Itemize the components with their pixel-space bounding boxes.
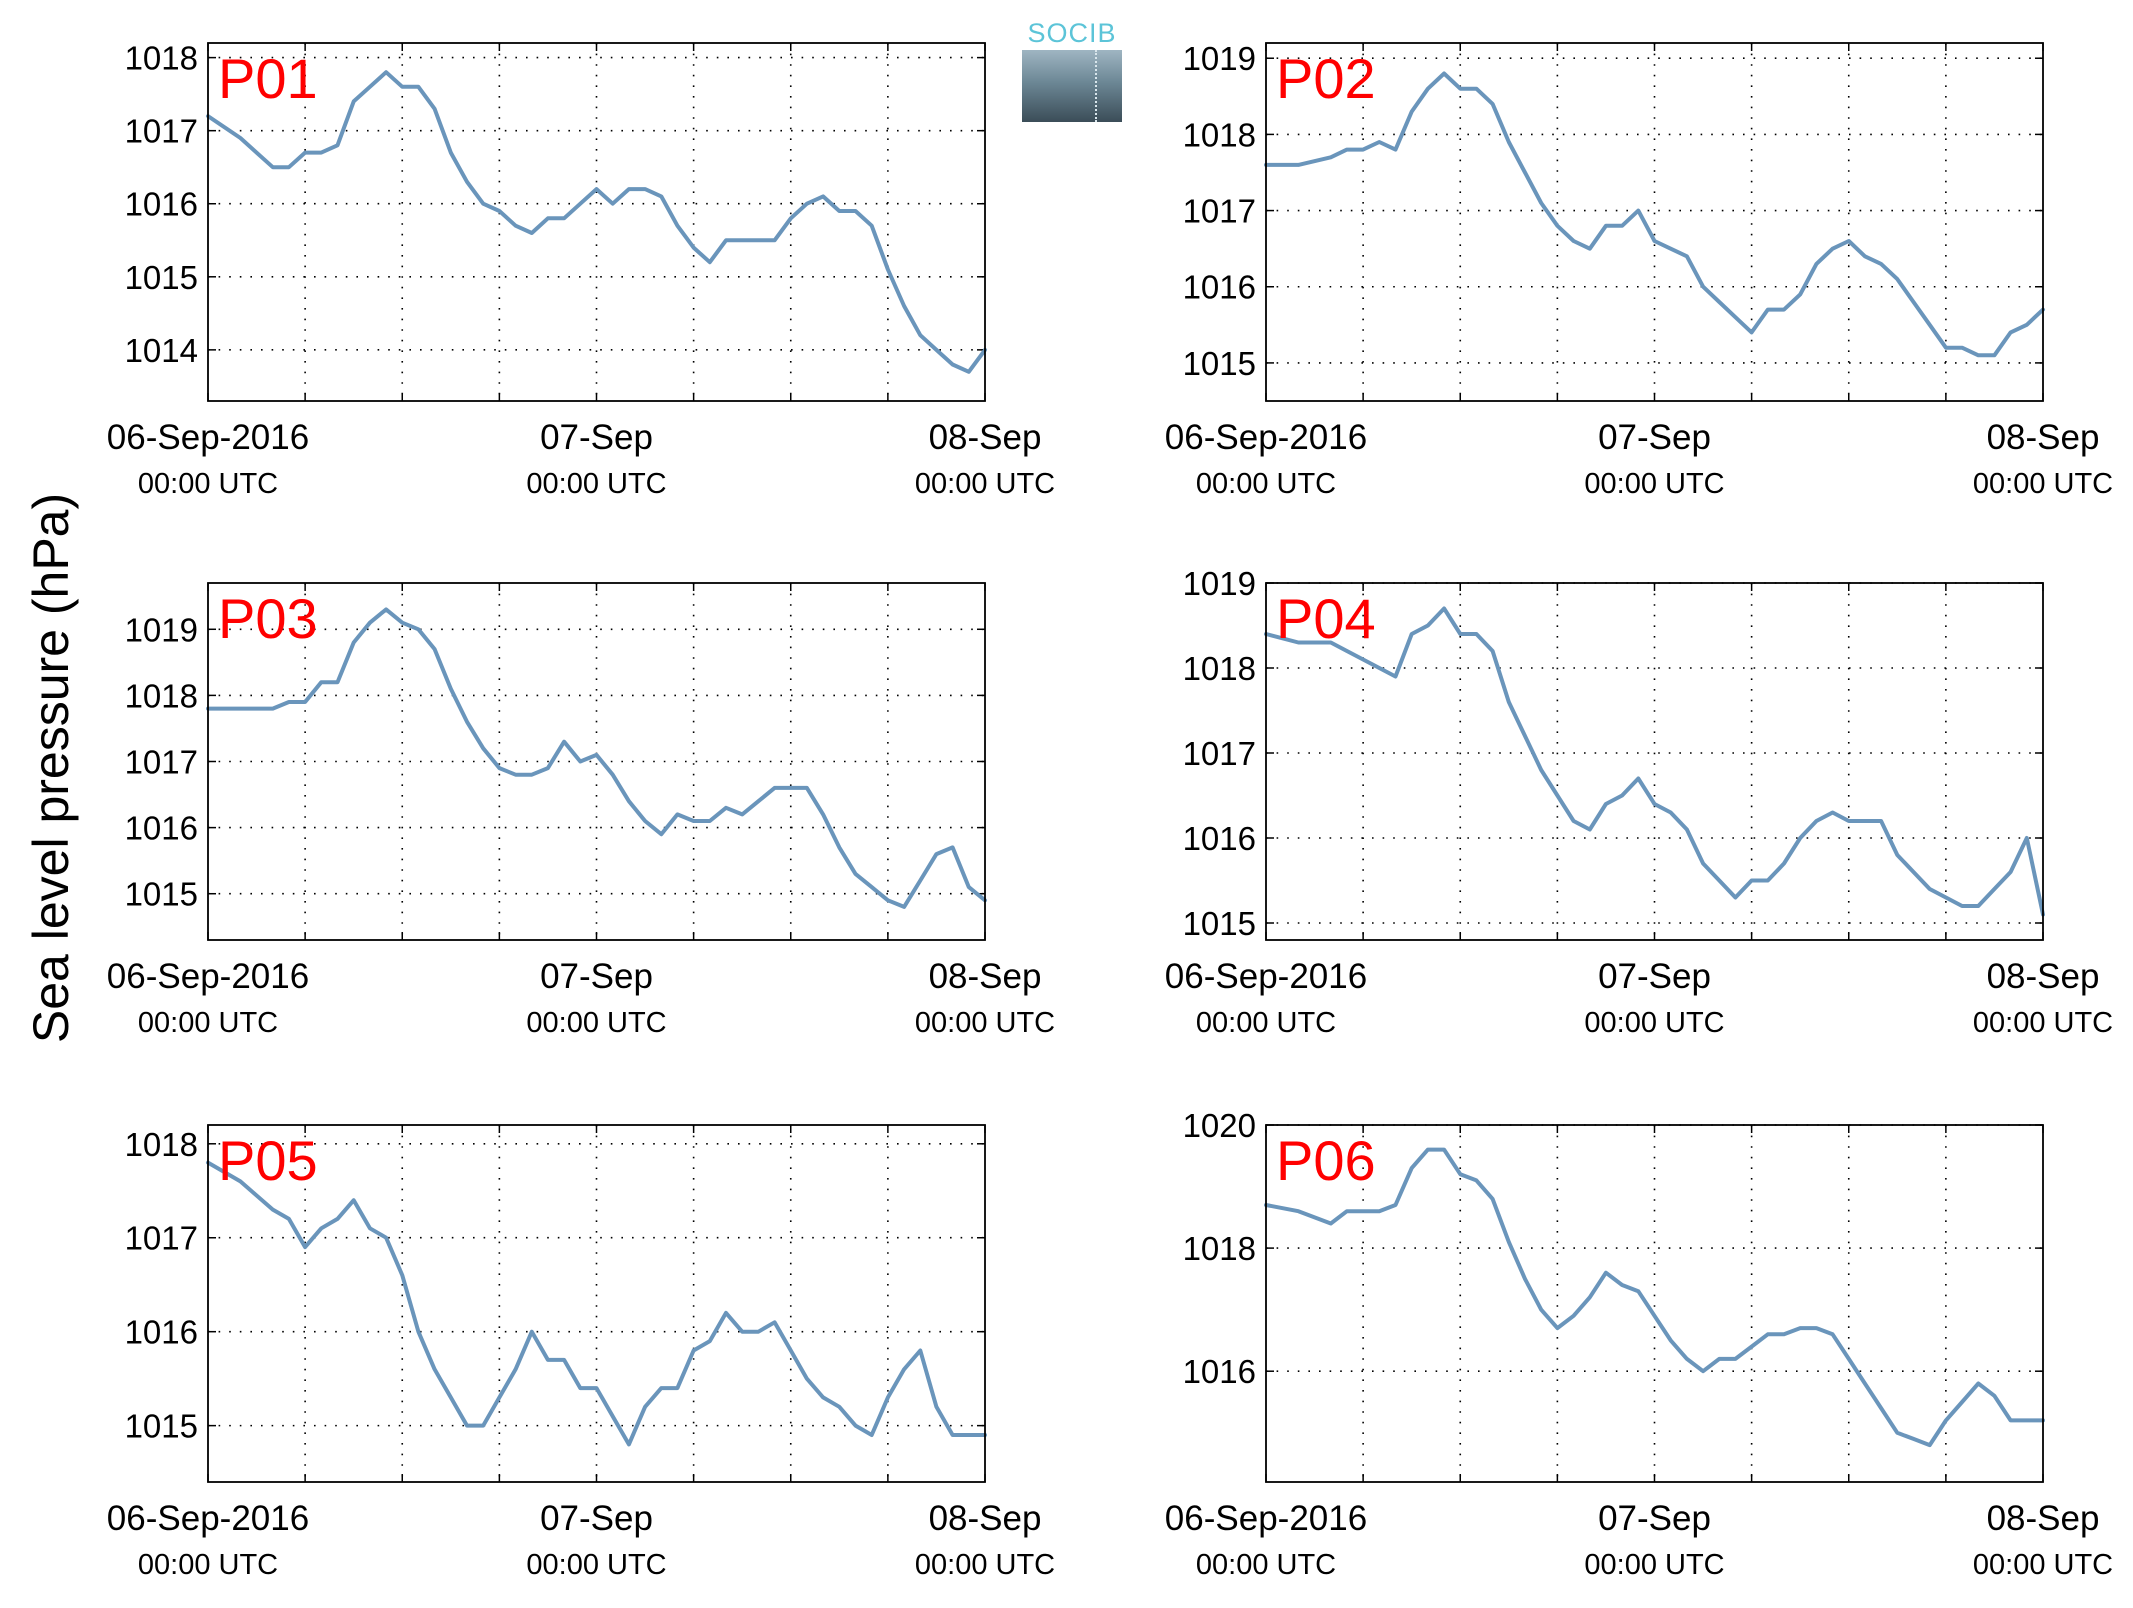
x-tick-label-date: 07-Sep: [1598, 957, 1711, 996]
y-tick-label: 1018: [1183, 1230, 1256, 1267]
socib-logo-mark: [1022, 50, 1122, 122]
y-tick-label: 1017: [125, 113, 198, 150]
x-tick-label-time: 00:00 UTC: [1584, 1007, 1724, 1039]
x-tick-label-time: 00:00 UTC: [915, 1007, 1055, 1039]
panel-label: P06: [1276, 1129, 1376, 1192]
x-tick-label-time: 00:00 UTC: [138, 1549, 278, 1581]
x-tick-label-time: 00:00 UTC: [1196, 1007, 1336, 1039]
x-tick-label-date: 07-Sep: [540, 418, 653, 457]
y-tick-label: 1017: [125, 744, 198, 781]
panel-p06: 1016 1018 1020 06-Sep-2016 00:00 UTC 07-Sep 00…: [1165, 1107, 2113, 1581]
x-tick-label-date: 06-Sep-2016: [107, 418, 309, 457]
panel-label: P05: [218, 1129, 318, 1192]
x-tick-label-date: 07-Sep: [540, 1499, 653, 1538]
panel-label: P03: [218, 587, 318, 650]
y-tick-label: 1016: [1183, 1353, 1256, 1390]
socib-logo: SOCIB: [1022, 16, 1122, 122]
series-line: [206, 70, 987, 374]
panel-p03: 1015 1016 1017 1018 1019 06-Sep-2016 00:00 UTC…: [107, 582, 1055, 1039]
socib-logo-dots: [1095, 50, 1097, 122]
y-tick-label: 1016: [125, 810, 198, 847]
x-tick-label-time: 00:00 UTC: [138, 468, 278, 500]
x-tick-label-time: 00:00 UTC: [138, 1007, 278, 1039]
panel-p04: 1015 1016 1017 1018 1019 06-Sep-2016 00:00 UTC…: [1165, 565, 2113, 1039]
series-line: [1264, 71, 2045, 358]
panel-label: P01: [218, 47, 318, 110]
x-tick-label-time: 00:00 UTC: [915, 1549, 1055, 1581]
y-axis-label: Sea level pressure (hPa): [23, 493, 79, 1043]
y-tick-label: 1018: [125, 677, 198, 714]
x-tick-label-time: 00:00 UTC: [1196, 468, 1336, 500]
x-tick-label-date: 06-Sep-2016: [1165, 418, 1367, 457]
axes-frame: [1265, 1124, 2044, 1483]
x-tick-label-date: 07-Sep: [1598, 1499, 1711, 1538]
x-tick-label-time: 00:00 UTC: [1973, 1007, 2113, 1039]
series-line: [1264, 606, 2045, 917]
y-tick-label: 1017: [1183, 193, 1256, 230]
x-tick-label-date: 08-Sep: [929, 418, 1042, 457]
axes-frame: [1265, 582, 2044, 941]
y-tick-label: 1019: [1183, 40, 1256, 77]
y-tick-label: 1016: [125, 186, 198, 223]
y-tick-label: 1020: [1183, 1107, 1256, 1144]
y-tick-label: 1014: [125, 332, 198, 369]
x-tick-label-time: 00:00 UTC: [526, 468, 666, 500]
x-tick-label-date: 06-Sep-2016: [107, 957, 309, 996]
x-tick-label-time: 00:00 UTC: [1973, 1549, 2113, 1581]
x-tick-label-time: 00:00 UTC: [915, 468, 1055, 500]
x-tick-label-date: 06-Sep-2016: [1165, 957, 1367, 996]
axes-frame: [1265, 42, 2044, 402]
x-tick-label-time: 00:00 UTC: [1973, 468, 2113, 500]
axes-frame: [207, 582, 986, 941]
x-tick-label-date: 06-Sep-2016: [1165, 1499, 1367, 1538]
panel-p02: 1015 1016 1017 1018 1019 06-Sep-2016 00:00 UTC…: [1165, 40, 2113, 500]
x-tick-label-time: 00:00 UTC: [1584, 1549, 1724, 1581]
y-tick-label: 1016: [125, 1314, 198, 1351]
series-line: [1264, 1147, 2045, 1448]
x-tick-label-time: 00:00 UTC: [1584, 468, 1724, 500]
x-tick-label-date: 08-Sep: [929, 957, 1042, 996]
y-tick-label: 1016: [1183, 820, 1256, 857]
x-tick-label-date: 07-Sep: [1598, 418, 1711, 457]
x-tick-label-time: 00:00 UTC: [526, 1549, 666, 1581]
y-tick-label: 1019: [125, 611, 198, 648]
axes-frame: [207, 1124, 986, 1483]
y-tick-label: 1017: [1183, 735, 1256, 772]
axes-frame: [207, 42, 986, 402]
x-tick-label-date: 08-Sep: [929, 1499, 1042, 1538]
y-tick-label: 1018: [125, 40, 198, 77]
y-tick-label: 1018: [125, 1126, 198, 1163]
x-tick-label-date: 08-Sep: [1987, 1499, 2100, 1538]
y-tick-label: 1015: [125, 876, 198, 913]
panel-p05: 1015 1016 1017 1018 06-Sep-2016 00:00 UTC 07-S…: [107, 1124, 1055, 1581]
series-line: [206, 607, 987, 909]
y-tick-label: 1015: [125, 259, 198, 296]
y-tick-label: 1019: [1183, 565, 1256, 602]
x-tick-label-date: 07-Sep: [540, 957, 653, 996]
y-tick-label: 1018: [1183, 650, 1256, 687]
panel-label: P04: [1276, 587, 1376, 650]
series-line: [206, 1160, 987, 1447]
socib-logo-text: SOCIB: [1027, 18, 1117, 48]
x-tick-label-date: 08-Sep: [1987, 418, 2100, 457]
y-tick-label: 1017: [125, 1220, 198, 1257]
y-tick-label: 1015: [1183, 345, 1256, 382]
y-tick-label: 1016: [1183, 269, 1256, 306]
panel-label: P02: [1276, 47, 1376, 110]
x-tick-label-time: 00:00 UTC: [526, 1007, 666, 1039]
y-tick-label: 1015: [125, 1408, 198, 1445]
x-tick-label-time: 00:00 UTC: [1196, 1549, 1336, 1581]
y-tick-label: 1018: [1183, 116, 1256, 153]
x-tick-label-date: 08-Sep: [1987, 957, 2100, 996]
y-tick-label: 1015: [1183, 905, 1256, 942]
panel-p01: 1014 1015 1016 1017 1018 06-Sep-2016 00:00 UTC…: [107, 40, 1055, 500]
x-tick-label-date: 06-Sep-2016: [107, 1499, 309, 1538]
